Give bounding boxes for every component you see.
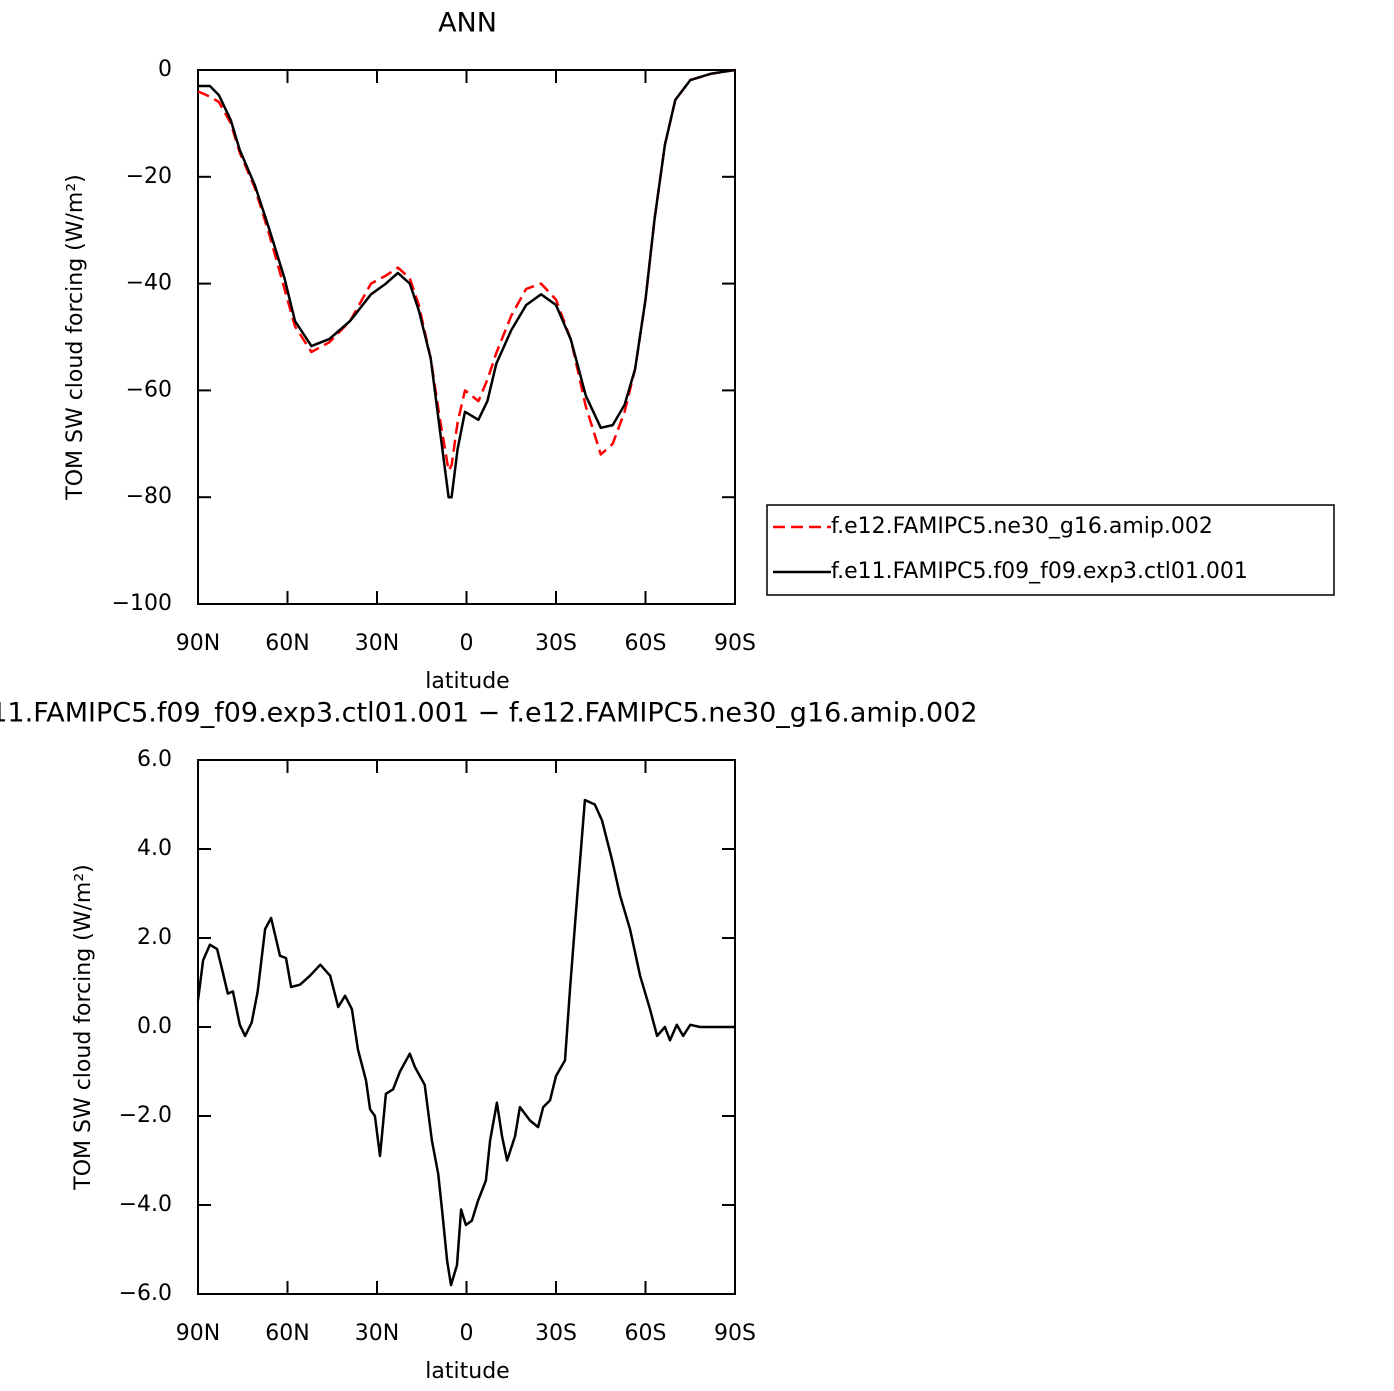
x-tick-label: 90S — [714, 631, 756, 656]
x-tick-label: 90N — [176, 631, 220, 656]
x-tick-label: 90S — [714, 1321, 756, 1346]
series-line — [196, 798, 735, 1287]
x-tick-label: 30N — [355, 631, 399, 656]
y-tick-label: −80 — [126, 484, 172, 509]
legend-label: f.e12.FAMIPC5.ne30_g16.amip.002 — [831, 514, 1213, 539]
x-tick-label: 0 — [460, 631, 474, 656]
y-tick-label: −6.0 — [119, 1281, 172, 1306]
x-tick-label: 60N — [265, 1321, 309, 1346]
x-tick-label: 90N — [176, 1321, 220, 1346]
series-line — [198, 68, 736, 499]
y-tick-label: 4.0 — [137, 836, 172, 861]
series-line — [197, 68, 736, 472]
x-tick-label: 30S — [535, 631, 577, 656]
y-tick-label: 2.0 — [137, 925, 172, 950]
x-axis-label: latitude — [425, 1359, 509, 1384]
plot-frame — [197, 69, 736, 605]
x-tick-label: 30N — [355, 1321, 399, 1346]
y-tick-label: −100 — [112, 591, 172, 616]
chart-title: ANN — [438, 8, 497, 39]
y-tick-label: −2.0 — [119, 1103, 172, 1128]
y-tick-label: −20 — [126, 164, 172, 189]
y-tick-label: −4.0 — [119, 1192, 172, 1217]
x-tick-label: 0 — [460, 1321, 474, 1346]
y-tick-label: −60 — [126, 377, 172, 402]
legend-box — [766, 504, 1335, 596]
legend-label: f.e11.FAMIPC5.f09_f09.exp3.ctl01.001 — [831, 559, 1248, 584]
y-tick-label: 0.0 — [137, 1014, 172, 1039]
x-tick-label: 60N — [265, 631, 309, 656]
y-axis-label: TOM SW cloud forcing (W/m²) — [63, 174, 88, 500]
chart-title: f.e11.FAMIPC5.f09_f09.exp3.ctl01.001 − f… — [0, 698, 977, 729]
x-tick-label: 60S — [625, 1321, 667, 1346]
y-tick-label: 6.0 — [137, 747, 172, 772]
y-axis-label: TOM SW cloud forcing (W/m²) — [71, 864, 96, 1190]
y-tick-label: 0 — [158, 57, 172, 82]
x-tick-label: 30S — [535, 1321, 577, 1346]
x-tick-label: 60S — [625, 631, 667, 656]
y-tick-label: −40 — [126, 271, 172, 296]
x-axis-label: latitude — [425, 669, 509, 694]
